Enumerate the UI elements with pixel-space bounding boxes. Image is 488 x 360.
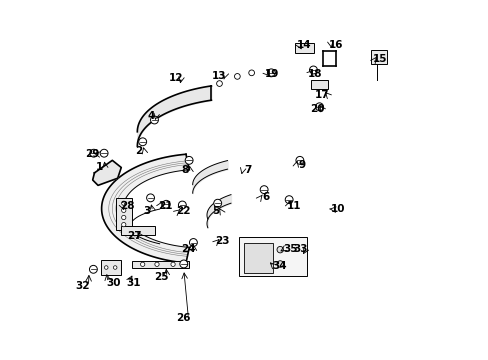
Circle shape (122, 222, 125, 227)
Circle shape (171, 262, 175, 266)
Bar (294, 43, 313, 53)
Bar (132, 261, 189, 267)
Text: 18: 18 (307, 68, 322, 78)
Text: 25: 25 (154, 272, 168, 282)
Circle shape (122, 208, 125, 212)
Bar (310, 80, 327, 89)
Text: 21: 21 (158, 201, 172, 211)
Text: 7: 7 (244, 165, 251, 175)
Text: 13: 13 (212, 71, 226, 81)
Text: 30: 30 (106, 278, 121, 288)
Text: 31: 31 (126, 278, 141, 288)
Text: 22: 22 (176, 206, 190, 216)
Circle shape (122, 201, 125, 205)
Circle shape (276, 247, 283, 253)
Circle shape (122, 215, 125, 220)
Circle shape (285, 196, 292, 203)
Circle shape (113, 266, 117, 269)
Text: 32: 32 (76, 281, 90, 291)
Text: 11: 11 (286, 201, 301, 211)
Circle shape (178, 201, 186, 209)
Bar (244, 243, 272, 273)
Circle shape (234, 73, 240, 79)
Circle shape (146, 194, 154, 202)
Text: 35: 35 (283, 244, 297, 253)
Circle shape (295, 157, 303, 164)
Text: 3: 3 (143, 206, 151, 216)
Text: 23: 23 (215, 237, 229, 247)
Text: 20: 20 (309, 104, 324, 114)
Bar (101, 260, 121, 275)
Circle shape (100, 149, 108, 157)
Text: 2: 2 (135, 147, 142, 157)
Text: 6: 6 (262, 192, 269, 202)
Circle shape (140, 262, 144, 266)
Text: 8: 8 (181, 165, 188, 175)
Text: 17: 17 (314, 90, 329, 100)
Circle shape (183, 262, 187, 266)
Bar (239, 237, 306, 276)
Circle shape (276, 261, 283, 267)
Circle shape (189, 239, 197, 247)
Circle shape (315, 103, 323, 111)
Text: 5: 5 (212, 206, 219, 216)
Text: 28: 28 (120, 201, 135, 211)
Text: 26: 26 (176, 313, 190, 323)
Text: 15: 15 (372, 54, 386, 64)
Circle shape (180, 260, 187, 268)
Text: 4: 4 (147, 111, 154, 121)
Circle shape (267, 69, 275, 77)
Text: 34: 34 (272, 261, 286, 271)
Circle shape (155, 262, 159, 266)
Circle shape (213, 199, 221, 207)
Circle shape (139, 138, 146, 146)
Polygon shape (93, 160, 121, 185)
Text: 14: 14 (297, 40, 311, 50)
Text: 27: 27 (127, 231, 142, 241)
Circle shape (185, 157, 193, 164)
Text: 10: 10 (330, 204, 345, 214)
Text: 12: 12 (168, 73, 183, 83)
Circle shape (89, 265, 97, 273)
Bar (116, 198, 132, 230)
Circle shape (216, 81, 222, 86)
Text: 19: 19 (264, 68, 279, 78)
Bar (370, 50, 386, 64)
Bar (121, 226, 155, 235)
Circle shape (150, 116, 158, 124)
Text: 1: 1 (96, 162, 103, 172)
Text: 33: 33 (293, 244, 307, 253)
Text: 16: 16 (328, 40, 343, 50)
Circle shape (162, 201, 170, 208)
Text: 9: 9 (298, 159, 305, 170)
Circle shape (260, 186, 267, 194)
Circle shape (248, 70, 254, 76)
Circle shape (309, 66, 317, 74)
Text: 24: 24 (181, 244, 195, 253)
Polygon shape (102, 154, 189, 263)
Circle shape (90, 149, 98, 157)
Text: 29: 29 (84, 149, 99, 159)
Circle shape (104, 266, 108, 269)
